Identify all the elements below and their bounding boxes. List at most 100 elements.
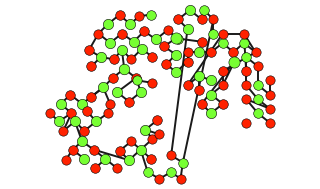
Point <box>176 38 181 41</box>
Point <box>220 70 225 73</box>
Point <box>232 60 237 63</box>
Point <box>211 32 216 35</box>
Point <box>150 81 155 84</box>
Point <box>244 70 249 73</box>
Point <box>185 84 190 87</box>
Point <box>244 98 249 101</box>
Point <box>255 65 260 68</box>
Point <box>267 121 272 124</box>
Point <box>86 48 92 51</box>
Point <box>231 51 236 54</box>
Point <box>155 119 160 122</box>
Point <box>133 77 139 80</box>
Point <box>72 120 77 123</box>
Point <box>149 157 154 160</box>
Point <box>117 149 122 152</box>
Point <box>185 27 190 30</box>
Point <box>267 107 272 110</box>
Point <box>244 84 249 87</box>
Point <box>197 88 202 91</box>
Point <box>128 23 133 26</box>
Point <box>138 148 143 151</box>
Point <box>176 18 181 21</box>
Point <box>129 58 134 61</box>
Point <box>115 167 120 170</box>
Point <box>108 41 113 44</box>
Point <box>199 40 204 43</box>
Point <box>241 32 246 35</box>
Point <box>255 84 260 87</box>
Point <box>143 128 148 131</box>
Point <box>199 102 204 105</box>
Point <box>135 79 140 82</box>
Point <box>197 74 202 77</box>
Point <box>96 32 101 35</box>
Point <box>69 112 74 115</box>
Point <box>169 170 174 173</box>
Point <box>126 159 132 162</box>
Point <box>139 47 144 50</box>
Point <box>197 51 202 54</box>
Point <box>93 120 99 123</box>
Point <box>220 102 225 105</box>
Point <box>157 133 162 136</box>
Point <box>115 91 120 94</box>
Point <box>137 14 142 17</box>
Point <box>241 41 246 44</box>
Point <box>129 140 134 143</box>
Point <box>220 84 225 87</box>
Point <box>178 177 183 180</box>
Point <box>105 112 110 115</box>
Point <box>185 51 190 54</box>
Point <box>70 148 75 151</box>
Point <box>173 37 178 40</box>
Point <box>180 161 185 164</box>
Point <box>58 102 63 105</box>
Point <box>173 71 178 74</box>
Point <box>201 9 206 12</box>
Point <box>253 51 258 54</box>
Point <box>185 60 190 63</box>
Point <box>131 40 136 43</box>
Point <box>150 55 155 58</box>
Point <box>157 177 162 180</box>
Point <box>84 109 89 112</box>
Point <box>220 32 225 35</box>
Point <box>208 93 213 96</box>
Point <box>119 32 124 35</box>
Point <box>208 112 213 115</box>
Point <box>162 45 167 48</box>
Point <box>199 18 204 21</box>
Point <box>103 157 108 160</box>
Point <box>82 129 87 132</box>
Point <box>164 63 169 66</box>
Point <box>267 93 272 96</box>
Point <box>211 18 216 21</box>
Point <box>98 55 103 58</box>
Point <box>138 91 143 94</box>
Point <box>220 41 225 44</box>
Point <box>244 121 249 124</box>
Point <box>68 93 73 96</box>
Point <box>208 51 213 54</box>
Point <box>208 79 213 82</box>
Point <box>108 102 113 105</box>
Point <box>117 13 122 16</box>
Point <box>79 140 84 143</box>
Point <box>91 148 96 151</box>
Point <box>145 170 150 173</box>
Point <box>122 67 127 70</box>
Point <box>111 58 116 61</box>
Point <box>119 48 124 51</box>
Point <box>255 98 260 101</box>
Point <box>105 23 110 26</box>
Point <box>126 100 132 103</box>
Point <box>56 120 61 123</box>
Point <box>165 29 170 32</box>
Point <box>153 38 158 41</box>
Point <box>92 167 98 170</box>
Point <box>150 138 155 141</box>
Point <box>79 102 84 105</box>
Point <box>149 13 154 16</box>
Point <box>100 86 106 89</box>
